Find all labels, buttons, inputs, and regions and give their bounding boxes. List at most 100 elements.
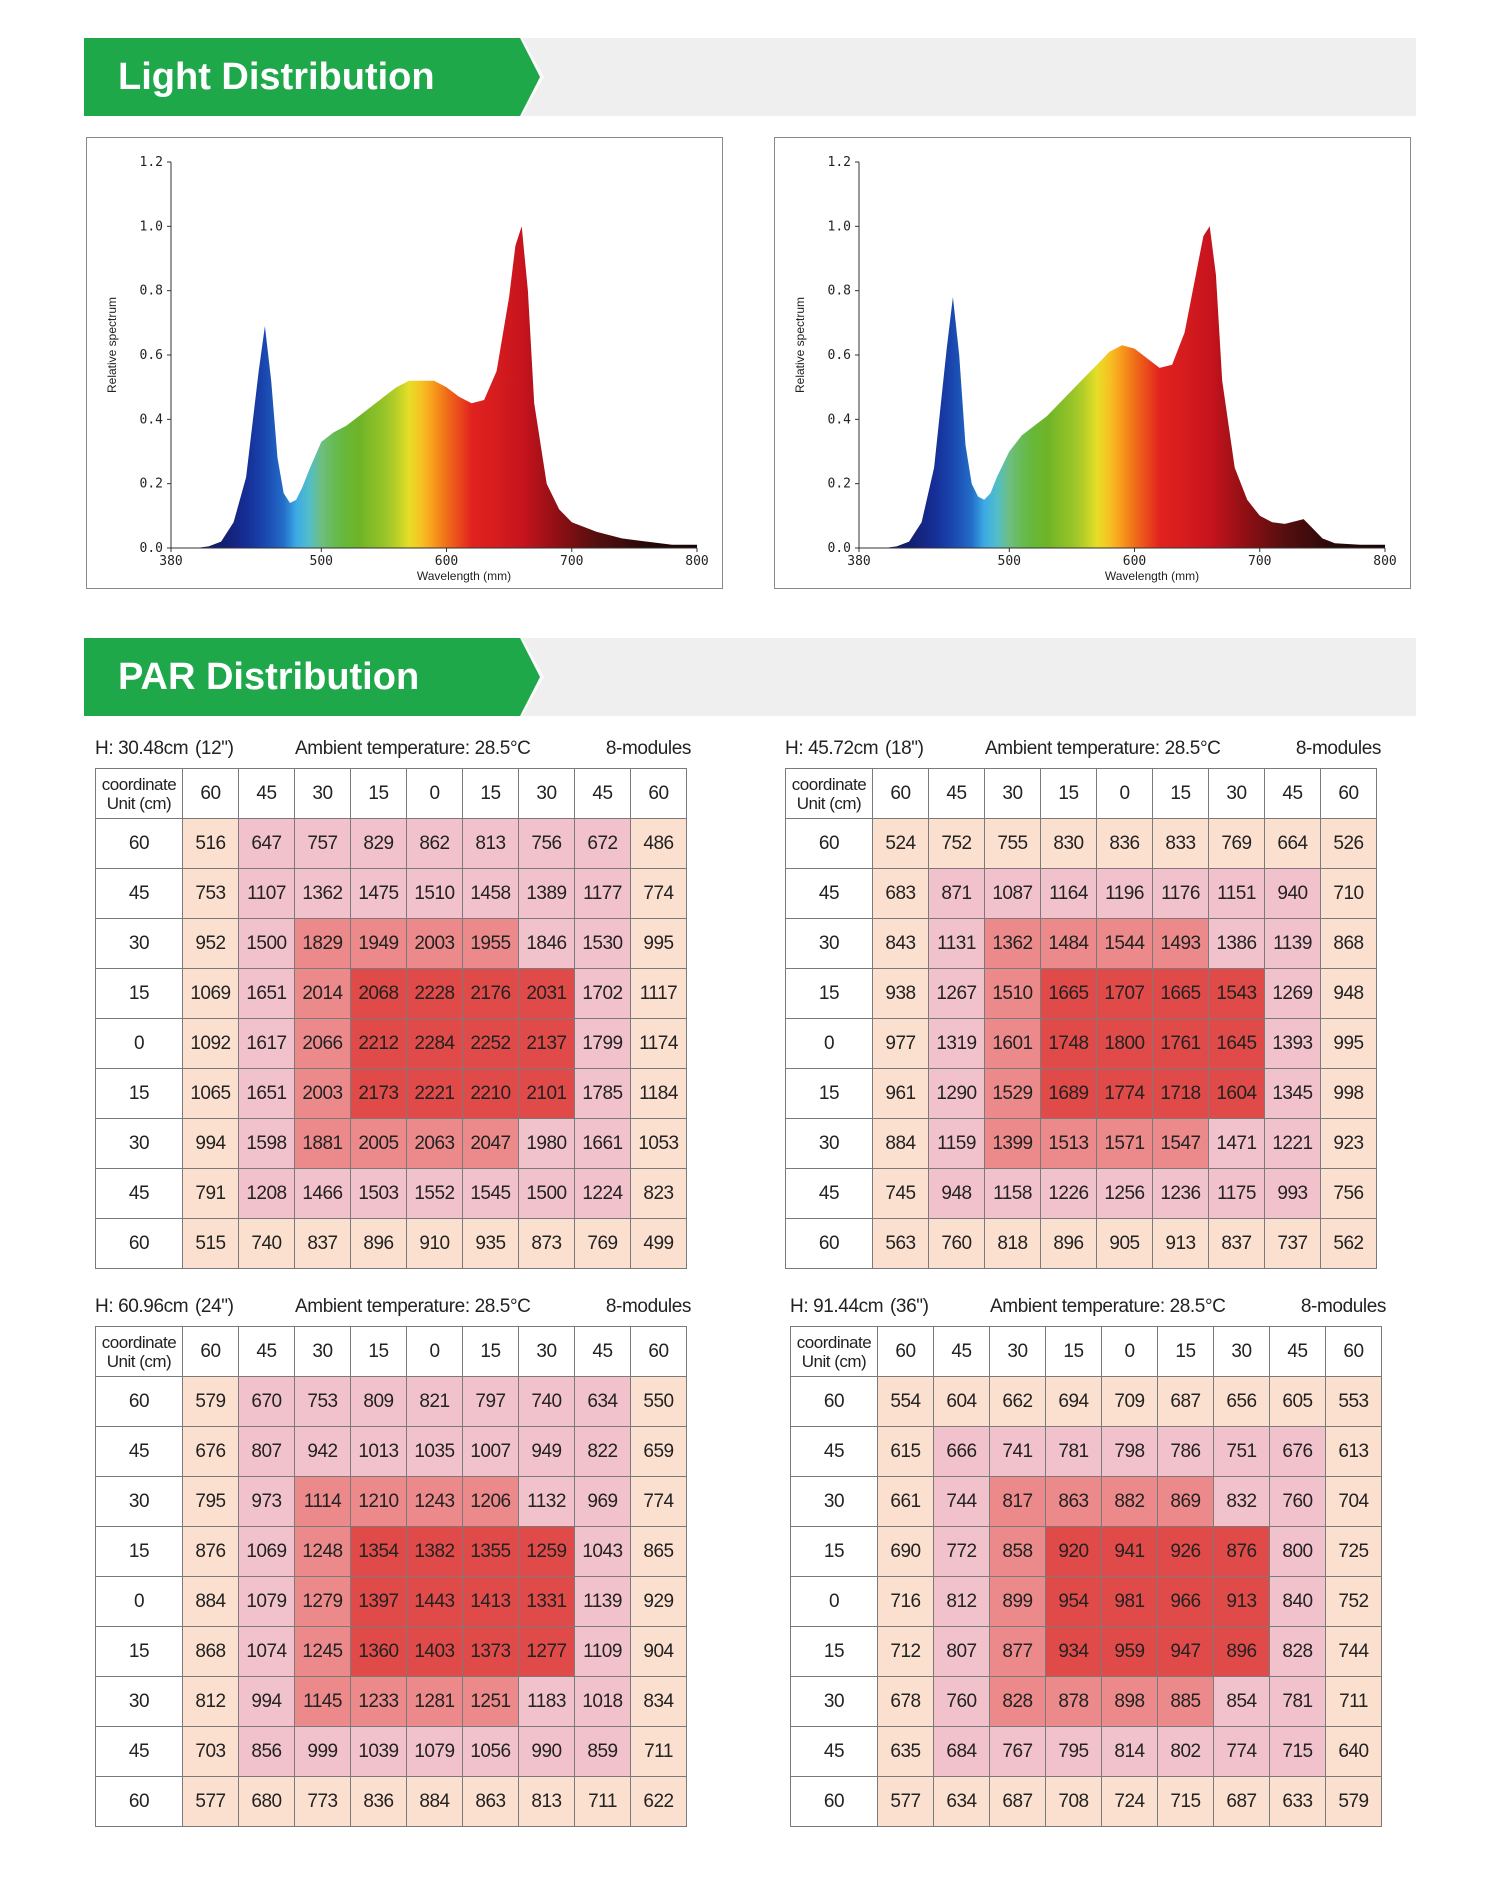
par-value-cell: 1277 — [518, 1626, 575, 1677]
par-value-cell: 836 — [350, 1776, 407, 1827]
par-row: 30 661 744 817 863 882 869 832 760 704 — [790, 1476, 1382, 1527]
par-table-header: H: 60.96cm (24") Ambient temperature: 28.5… — [95, 1286, 691, 1326]
unit-label: Unit (cm) — [106, 793, 172, 813]
light-distribution-title: Light Distribution — [118, 56, 435, 98]
par-value-cell: 579 — [182, 1376, 239, 1427]
unit-label: Unit (cm) — [796, 793, 862, 813]
coordinate-unit-header: coordinate Unit (cm) — [95, 1326, 183, 1377]
par-value-cell: 1092 — [182, 1018, 239, 1069]
y-tick-label: 0.6 — [140, 348, 163, 363]
par-value-cell: 1689 — [1040, 1068, 1097, 1119]
par-value-cell: 1183 — [518, 1676, 575, 1727]
par-row: 30 812 994 1145 1233 1281 1251 1183 1018 834 — [95, 1676, 687, 1727]
par-value-cell: 877 — [989, 1626, 1046, 1677]
par-value-cell: 767 — [989, 1726, 1046, 1777]
par-value-cell: 1248 — [294, 1526, 351, 1577]
par-value-cell: 981 — [1101, 1576, 1158, 1627]
par-value-cell: 553 — [1325, 1376, 1382, 1427]
par-value-cell: 858 — [989, 1526, 1046, 1577]
par-value-cell: 2176 — [462, 968, 519, 1019]
height-inches: (12") — [195, 738, 234, 759]
par-value-cell: 1281 — [406, 1676, 463, 1727]
row-header: 30 — [790, 1676, 878, 1727]
par-value-cell: 1176 — [1152, 868, 1209, 919]
par-value-cell: 817 — [989, 1476, 1046, 1527]
par-value-cell: 687 — [1213, 1776, 1270, 1827]
par-value-cell: 2003 — [294, 1068, 351, 1119]
par-value-cell: 813 — [518, 1776, 575, 1827]
par-value-cell: 2212 — [350, 1018, 407, 1069]
banner-arrow — [520, 38, 540, 116]
row-header: 30 — [95, 918, 183, 969]
row-header: 15 — [95, 1626, 183, 1677]
par-value-cell: 809 — [350, 1376, 407, 1427]
par-value-cell: 998 — [1320, 1068, 1377, 1119]
column-header: 15 — [1157, 1326, 1214, 1377]
row-header: 45 — [790, 1726, 878, 1777]
spectrum-area — [859, 226, 1385, 549]
column-header: 30 — [518, 768, 575, 819]
par-header-row: coordinate Unit (cm) 60 45 30 15 0 15 30 45 60 — [95, 768, 687, 819]
par-value-cell: 1007 — [462, 1426, 519, 1477]
par-value-cell: 814 — [1101, 1726, 1158, 1777]
par-value-cell: 1158 — [984, 1168, 1041, 1219]
par-value-cell: 683 — [872, 868, 929, 919]
par-value-cell: 684 — [933, 1726, 990, 1777]
par-value-cell: 1290 — [928, 1068, 985, 1119]
column-header: 60 — [877, 1326, 934, 1377]
row-header: 15 — [95, 968, 183, 1019]
par-value-cell: 613 — [1325, 1426, 1382, 1477]
par-value-cell: 1393 — [1264, 1018, 1321, 1069]
par-value-cell: 863 — [1045, 1476, 1102, 1527]
par-grid: coordinate Unit (cm) 60 45 30 15 0 15 30 45 60 60 57… — [95, 1326, 687, 1827]
par-row: 15 868 1074 1245 1360 1403 1373 1277 1109 904 — [95, 1626, 687, 1677]
par-value-cell: 1013 — [350, 1426, 407, 1477]
par-value-cell: 1547 — [1152, 1118, 1209, 1169]
par-value-cell: 898 — [1101, 1676, 1158, 1727]
par-value-cell: 615 — [877, 1426, 934, 1477]
par-value-cell: 1079 — [238, 1576, 295, 1627]
par-row: 60 515 740 837 896 910 935 873 769 499 — [95, 1218, 687, 1269]
par-value-cell: 737 — [1264, 1218, 1321, 1269]
par-value-cell: 708 — [1045, 1776, 1102, 1827]
par-value-cell: 1196 — [1096, 868, 1153, 919]
par-value-cell: 1748 — [1040, 1018, 1097, 1069]
par-value-cell: 1774 — [1096, 1068, 1153, 1119]
par-value-cell: 1466 — [294, 1168, 351, 1219]
column-header: 45 — [574, 1326, 631, 1377]
par-value-cell: 526 — [1320, 818, 1377, 869]
module-count: 8-modules — [1300, 1296, 1387, 1317]
par-row: 60 579 670 753 809 821 797 740 634 550 — [95, 1376, 687, 1427]
par-value-cell: 579 — [1325, 1776, 1382, 1827]
par-value-cell: 868 — [1320, 918, 1377, 969]
par-value-cell: 999 — [294, 1726, 351, 1777]
par-value-cell: 920 — [1045, 1526, 1102, 1577]
column-header: 45 — [238, 768, 295, 819]
par-row: 30 952 1500 1829 1949 2003 1955 1846 1530 995 — [95, 918, 687, 969]
row-header: 60 — [95, 1776, 183, 1827]
x-tick-label: 800 — [1373, 554, 1396, 569]
par-value-cell: 1018 — [574, 1676, 631, 1727]
par-value-cell: 515 — [182, 1218, 239, 1269]
par-value-cell: 2068 — [350, 968, 407, 1019]
par-value-cell: 752 — [1325, 1576, 1382, 1627]
par-value-cell: 969 — [574, 1476, 631, 1527]
par-value-cell: 813 — [462, 818, 519, 869]
par-value-cell: 961 — [872, 1068, 929, 1119]
par-row: 45 703 856 999 1039 1079 1056 990 859 711 — [95, 1726, 687, 1777]
spectrum-chart-2: 0.0 0.2 0.4 0.6 0.8 1.0 1.2 380 500 600 700 800 Wave… — [774, 137, 1411, 589]
par-value-cell: 913 — [1213, 1576, 1270, 1627]
par-value-cell: 995 — [630, 918, 687, 969]
par-value-cell: 1386 — [1208, 918, 1265, 969]
par-table-24in: H: 60.96cm (24") Ambient temperature: 28.5… — [95, 1286, 691, 1827]
par-value-cell: 781 — [1269, 1676, 1326, 1727]
x-tick-label: 380 — [159, 554, 182, 569]
par-row: 60 577 680 773 836 884 863 813 711 622 — [95, 1776, 687, 1827]
light-distribution-banner: Light Distribution — [84, 38, 1416, 116]
par-value-cell: 1955 — [462, 918, 519, 969]
column-header: 15 — [1045, 1326, 1102, 1377]
row-header: 0 — [785, 1018, 873, 1069]
par-value-cell: 2137 — [518, 1018, 575, 1069]
spectrum-chart-1-svg: 0.0 0.2 0.4 0.6 0.8 1.0 1.2 380 500 600 700 800 Wave… — [105, 155, 709, 583]
par-value-cell: 856 — [238, 1726, 295, 1777]
